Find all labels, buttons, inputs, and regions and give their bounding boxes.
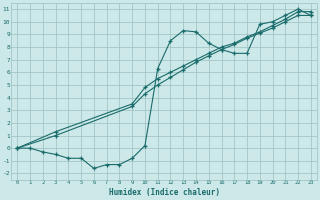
X-axis label: Humidex (Indice chaleur): Humidex (Indice chaleur) — [108, 188, 220, 197]
